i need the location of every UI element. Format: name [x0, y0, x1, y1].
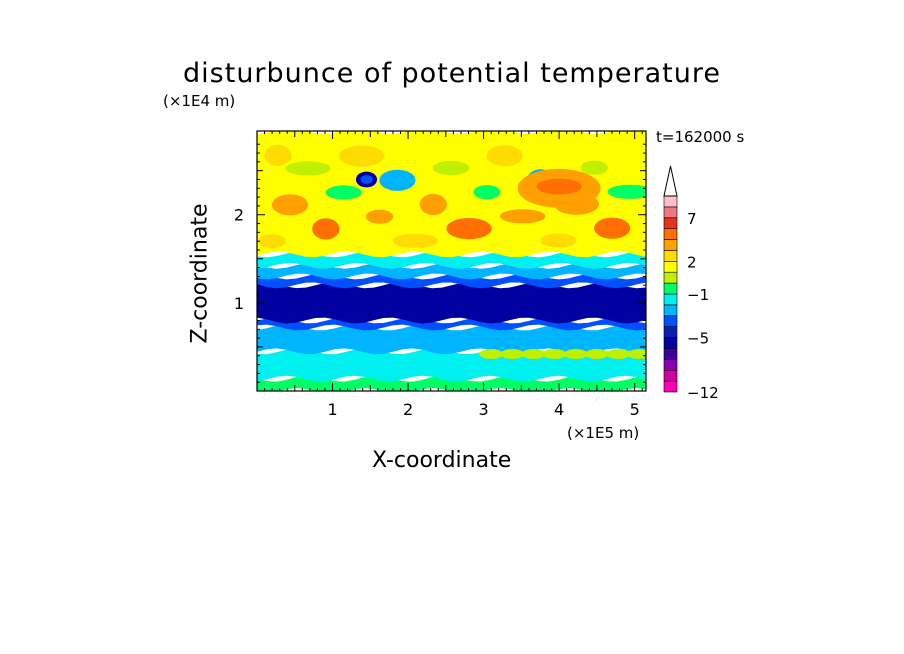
- colorbar-swatch: [663, 369, 678, 382]
- band-2: [257, 324, 646, 355]
- anomaly-blob: [312, 218, 340, 240]
- anomaly-blob: [606, 349, 631, 359]
- band-4: [257, 282, 646, 324]
- x-tick-label: 1: [327, 400, 337, 419]
- anomaly-blob: [607, 184, 646, 199]
- colorbar-swatch: [663, 206, 678, 219]
- plot-frame: [256, 130, 647, 392]
- anomaly-blob: [433, 160, 470, 176]
- band-6: [257, 263, 646, 280]
- anomaly-blob: [479, 349, 504, 359]
- anomaly-blob: [271, 194, 309, 216]
- colorbar: 7 2 −1 −5 −12: [663, 165, 719, 402]
- x-tick-label: 2: [403, 400, 413, 419]
- anomaly-blob: [627, 349, 646, 359]
- y-axis-unit: (×1E4 m): [163, 92, 236, 110]
- anomaly-blob: [584, 349, 609, 359]
- anomaly-blob: [594, 217, 631, 239]
- anomaly-blob: [360, 175, 373, 184]
- chart-title: disturbunce of potential temperature: [183, 58, 721, 89]
- colorbar-tick-label: 7: [687, 210, 697, 228]
- x-axis-unit: (×1E5 m): [567, 424, 640, 442]
- anomaly-blob: [392, 233, 438, 248]
- colorbar-swatch: [663, 348, 678, 360]
- colorbar-swatch: [663, 315, 678, 327]
- band-5: [257, 273, 646, 289]
- x-tick-label: 4: [554, 400, 564, 419]
- x-tick-label: 5: [630, 400, 640, 419]
- colorbar-tick-label: 2: [687, 253, 697, 271]
- colorbar-swatch: [663, 217, 678, 230]
- time-label: t=162000 s: [656, 128, 745, 146]
- anomaly-blob: [580, 160, 608, 175]
- anomaly-blob: [446, 218, 492, 240]
- band-7: [257, 251, 646, 269]
- anomaly-blob: [325, 185, 362, 200]
- axis-ticks: 1 2 3 4 5 1 2: [234, 131, 646, 419]
- colorbar-tick-label: −12: [687, 384, 719, 402]
- colorbar-swatch: [663, 239, 678, 251]
- colorbar-extend-arrow: [663, 165, 678, 197]
- anomaly-blob: [379, 169, 416, 191]
- y-tick-label: 2: [234, 206, 244, 225]
- colorbar-swatch: [663, 337, 678, 349]
- colorbar-swatch: [663, 304, 678, 317]
- x-axis-label: X-coordinate: [372, 448, 512, 473]
- y-tick-label: 1: [234, 294, 244, 313]
- colorbar-tick-label: −5: [687, 330, 709, 348]
- anomaly-blob: [542, 349, 567, 359]
- anomaly-blob: [521, 349, 546, 359]
- colorbar-swatch: [663, 271, 678, 284]
- anomaly-blob: [365, 209, 394, 224]
- anomaly-blob: [500, 209, 546, 224]
- anomaly-blob: [486, 145, 523, 167]
- colorbar-swatch: [663, 195, 678, 208]
- anomaly-blob: [264, 144, 292, 166]
- colorbar-swatch: [663, 358, 678, 371]
- anomaly-blob: [563, 349, 588, 359]
- anomaly-blob: [500, 349, 525, 359]
- anomaly-blob: [536, 178, 582, 195]
- anomaly-blob: [540, 233, 577, 248]
- colorbar-swatch: [663, 282, 678, 295]
- anomaly-blob: [338, 145, 385, 167]
- colorbar-swatch: [663, 228, 678, 240]
- x-tick-label: 3: [479, 400, 489, 419]
- anomaly-blob: [419, 193, 447, 215]
- colorbar-swatch: [663, 293, 678, 306]
- contour-field: [257, 131, 646, 391]
- colorbar-swatch: [663, 326, 678, 338]
- anomaly-blob: [285, 161, 331, 176]
- colorbar-swatch: [663, 260, 678, 273]
- colorbar-swatch: [663, 250, 678, 262]
- band-3: [257, 317, 646, 331]
- anomaly-blob: [258, 234, 286, 249]
- colorbar-tick-label: −1: [687, 286, 709, 304]
- anomaly-blob: [473, 185, 501, 200]
- colorbar-swatch: [663, 380, 678, 393]
- band-0: [257, 375, 646, 391]
